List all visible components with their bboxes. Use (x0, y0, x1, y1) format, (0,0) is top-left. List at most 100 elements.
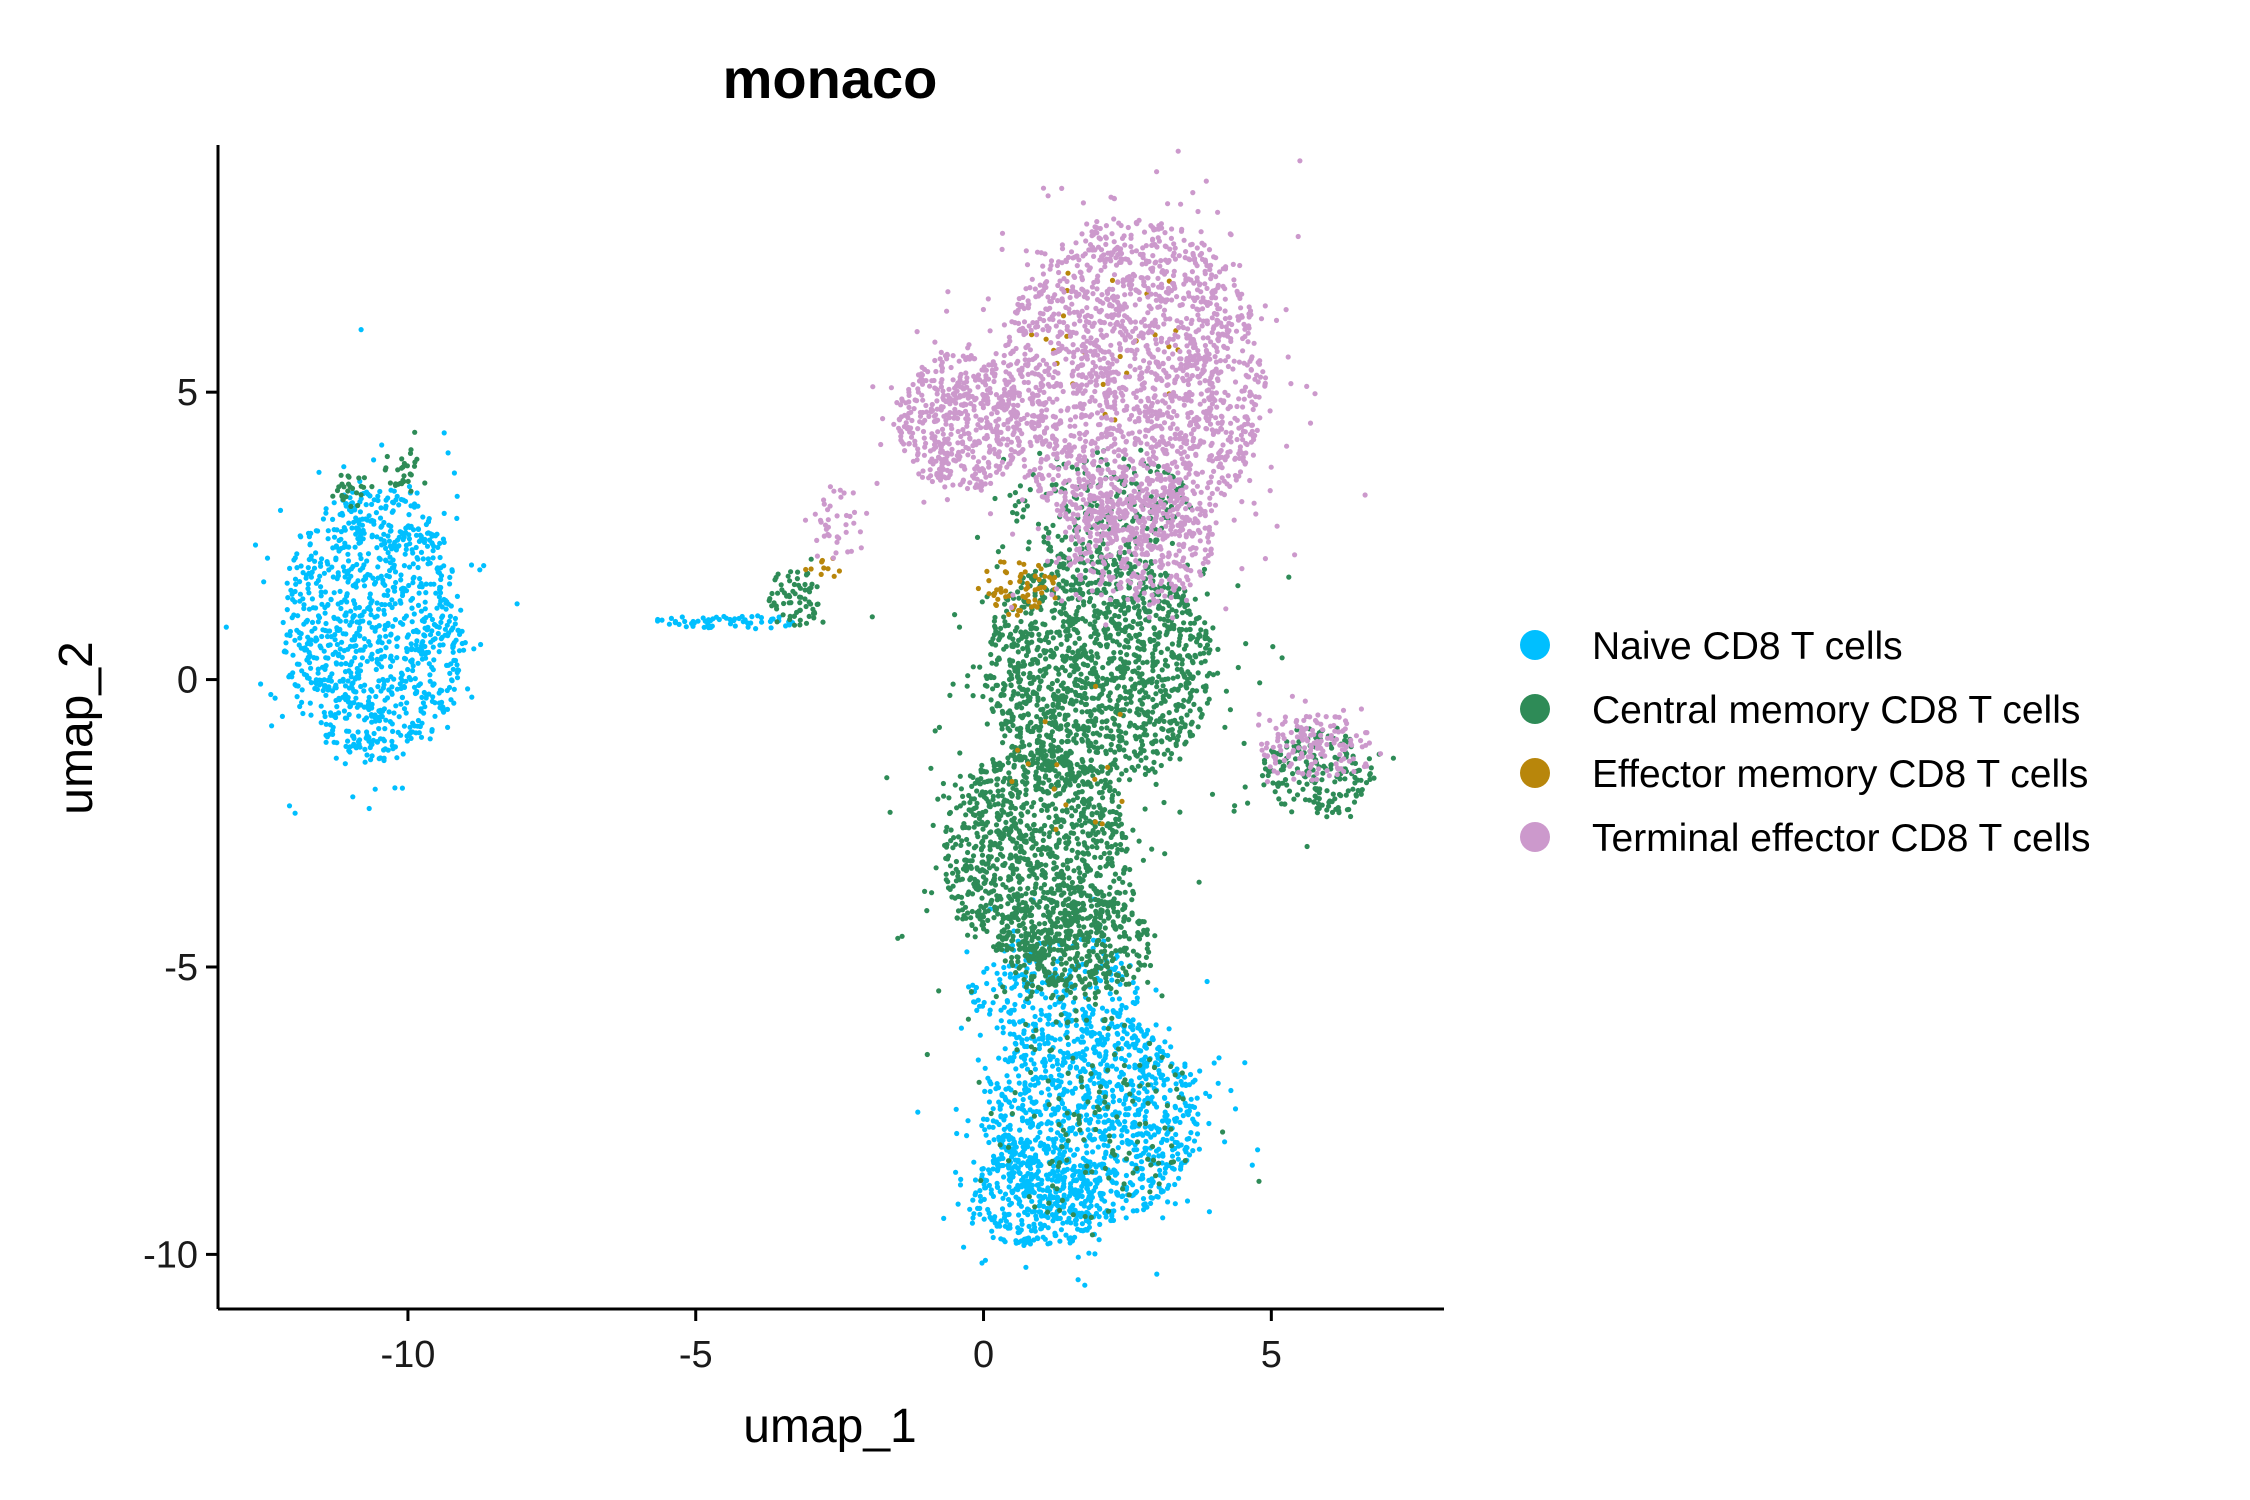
scatter-point (1055, 725, 1062, 731)
scatter-point (1184, 685, 1190, 691)
scatter-point (1058, 611, 1064, 617)
scatter-point (1195, 1111, 1201, 1117)
scatter-point (1019, 812, 1025, 819)
scatter-point (294, 661, 300, 667)
scatter-point (1012, 503, 1018, 509)
scatter-point (1020, 646, 1026, 652)
scatter-point (1014, 726, 1020, 732)
scatter-point (1051, 607, 1058, 613)
scatter-point (1014, 625, 1020, 631)
scatter-point (318, 677, 324, 684)
scatter-point (1108, 1188, 1114, 1194)
scatter-point (373, 666, 379, 673)
scatter-point (308, 665, 314, 671)
scatter-point (1167, 719, 1173, 725)
scatter-point (322, 610, 328, 616)
scatter-point (350, 489, 356, 495)
scatter-point (1070, 1202, 1076, 1208)
scatter-point (1025, 687, 1031, 693)
scatter-point (340, 631, 346, 637)
scatter-point (444, 662, 450, 669)
scatter-point (1210, 672, 1216, 678)
scatter-point (1069, 805, 1075, 811)
scatter-point (353, 643, 359, 649)
scatter-point (1073, 1022, 1079, 1028)
scatter-point (1118, 607, 1124, 613)
scatter-point (1131, 767, 1138, 773)
scatter-point (1086, 748, 1092, 754)
scatter-point (1203, 645, 1209, 651)
scatter-point (334, 740, 340, 746)
scatter-point (284, 580, 290, 586)
scatter-point (1069, 1166, 1076, 1173)
scatter-point (357, 668, 364, 674)
scatter-point (1000, 544, 1006, 550)
scatter-point (999, 1206, 1006, 1212)
scatter-point (333, 685, 339, 691)
scatter-point (300, 596, 306, 602)
scatter-point (1022, 1153, 1028, 1159)
scatter-point (1133, 1041, 1139, 1047)
scatter-point (1153, 781, 1159, 788)
scatter-point (342, 527, 348, 533)
scatter-point (1164, 600, 1170, 606)
scatter-point (1184, 1136, 1190, 1142)
scatter-point (376, 678, 382, 684)
scatter-point (369, 501, 375, 507)
scatter-point (1164, 1076, 1170, 1082)
scatter-point (444, 599, 450, 605)
scatter-point (1175, 1151, 1181, 1157)
scatter-point (1048, 1120, 1054, 1126)
scatter-point (1111, 966, 1117, 973)
scatter-point (1055, 1107, 1061, 1113)
scatter-point (1121, 662, 1127, 668)
scatter-point (359, 655, 365, 661)
scatter-point (316, 469, 322, 475)
scatter-point (1197, 633, 1203, 639)
scatter-point (1038, 716, 1044, 723)
scatter-point (319, 664, 326, 670)
scatter-point (996, 1055, 1002, 1061)
scatter-point (391, 676, 397, 682)
scatter-point (410, 561, 416, 567)
scatter-point (1141, 1056, 1147, 1062)
scatter-point (1227, 707, 1233, 713)
scatter-point (1075, 1103, 1082, 1109)
scatter-point (1092, 854, 1098, 860)
scatter-point (364, 752, 370, 758)
scatter-point (1015, 1165, 1021, 1171)
scatter-point (1095, 1144, 1101, 1150)
scatter-point (682, 618, 688, 625)
scatter-point (1016, 1229, 1023, 1235)
scatter-point (1002, 1239, 1008, 1245)
scatter-point (1039, 1011, 1045, 1017)
scatter-point (1059, 693, 1065, 699)
scatter-point (1037, 1193, 1043, 1199)
scatter-point (1202, 620, 1208, 626)
scatter-point (1033, 1216, 1039, 1222)
scatter-point (352, 544, 358, 550)
scatter-point (994, 856, 1000, 863)
scatter-point (1136, 665, 1142, 671)
scatter-point (1067, 1080, 1073, 1086)
scatter-point (1139, 1166, 1145, 1172)
scatter-point (1158, 649, 1164, 656)
scatter-point (411, 574, 417, 580)
scatter-point (1110, 736, 1116, 742)
scatter-point (357, 567, 363, 573)
scatter-point (1161, 1094, 1168, 1101)
scatter-point (1007, 659, 1013, 665)
scatter-point (1040, 696, 1046, 702)
scatter-point (330, 574, 336, 580)
scatter-point (383, 717, 389, 723)
scatter-point (1045, 1086, 1051, 1092)
scatter-point (325, 561, 331, 567)
scatter-point (1136, 712, 1142, 718)
scatter-point (971, 1211, 977, 1217)
scatter-point (1124, 1128, 1130, 1134)
scatter-point (334, 576, 340, 582)
scatter-point (1071, 737, 1077, 743)
scatter-point (1179, 661, 1185, 667)
scatter-point (929, 890, 935, 896)
